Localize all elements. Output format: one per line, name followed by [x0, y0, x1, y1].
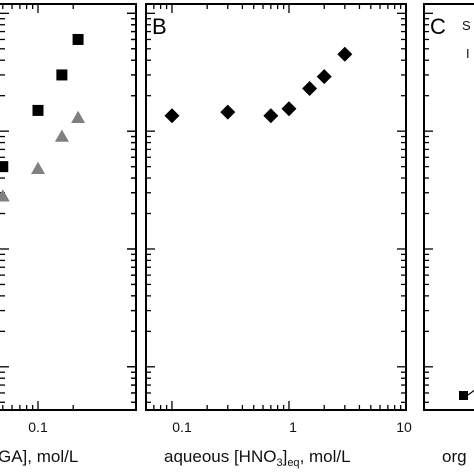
panel-c-point	[459, 391, 468, 400]
panel-a-square-point	[72, 33, 84, 45]
x-label-post: , mol/L	[300, 447, 351, 466]
panel-b-ticks	[145, 4, 407, 410]
panel-a-triangle-point	[0, 189, 10, 202]
panel-a-frame	[0, 3, 137, 411]
panel-b-letter: B	[152, 14, 167, 39]
panel-b-diamond-point	[164, 108, 180, 124]
panel-a-x-axis-label: GA], mol/L	[0, 447, 78, 466]
panel-a-square-point	[32, 104, 44, 116]
panel-a-triangle-point	[31, 161, 45, 174]
panel-b-x-tick-label-2: 10	[396, 419, 412, 435]
panel-c-text-fragment-0: S	[462, 18, 471, 33]
panel-b-marks	[164, 46, 353, 124]
panel-b: B 0.1 1 10 aqueous [HNO3]eq, mol/L	[145, 3, 412, 469]
x-label-mid: ]	[283, 447, 288, 466]
panel-b-diamond-point	[302, 81, 318, 97]
panel-b-diamond-point	[220, 104, 236, 120]
panel-b-diamond-point	[263, 108, 279, 124]
panel-b-frame	[145, 3, 407, 411]
x-label-sub2: eq	[287, 457, 299, 469]
panel-b-diamond-point	[337, 46, 353, 62]
x-label-pre: aqueous [HNO	[164, 447, 276, 466]
panel-b-diamond-point	[316, 69, 332, 85]
panel-a-triangle-point	[54, 129, 69, 142]
panel-c-frame	[423, 3, 474, 411]
panel-a-ticks	[0, 4, 136, 410]
panel-c-x-axis-label: org	[442, 447, 467, 466]
panel-b-x-tick-label-1: 1	[289, 419, 297, 435]
panel-a-triangle-point	[71, 110, 86, 123]
panel-c-ticks	[424, 12, 433, 403]
panel-a-marks	[0, 33, 86, 202]
panel-a-square-point	[56, 69, 68, 81]
panel-b-x-tick-label-0: 0.1	[172, 419, 192, 435]
panel-c-letter: C	[430, 14, 446, 39]
panel-c: C S I org	[423, 3, 474, 466]
panel-c-series-line	[467, 389, 474, 396]
x-label-sub1: 3	[276, 457, 282, 469]
panel-a-x-tick-label: 0.1	[28, 419, 48, 435]
panel-a: 0.1 GA], mol/L	[0, 3, 137, 466]
panel-c-text-fragment-1: I	[466, 46, 470, 61]
panel-b-diamond-point	[281, 101, 297, 117]
panel-a-square-point	[0, 161, 9, 173]
panel-b-x-axis-label: aqueous [HNO3]eq, mol/L	[164, 447, 351, 469]
